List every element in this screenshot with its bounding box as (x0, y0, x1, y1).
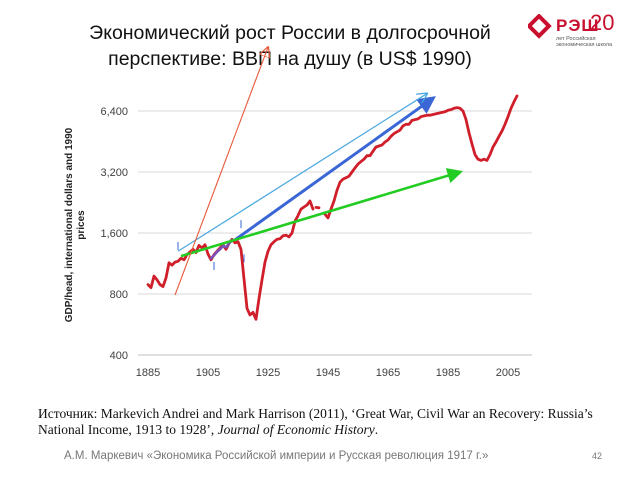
nes-logo-text: РЭШ (556, 16, 600, 35)
axis-layer: 400 800 1,600 3,200 6,400 1885 1905 1925 1945 196… (64, 106, 532, 379)
y-tick-label: 3,200 (100, 167, 128, 179)
page-number: 42 (592, 451, 603, 461)
y-tick-label: 400 (110, 350, 128, 362)
nes-logo-icon (528, 14, 552, 39)
slide-title-line1: Экономический рост России в долгосрочной (89, 22, 491, 44)
footer-text: А.М. Маркевич «Экономика Российской импе… (64, 450, 489, 462)
green-arrow-line (180, 168, 463, 258)
x-tick-label: 2005 (496, 367, 520, 379)
y-tick-label: 1,600 (100, 228, 128, 240)
x-tick-label: 1985 (436, 367, 460, 379)
annotation-layer (174, 47, 463, 296)
y-axis-label: GDP/head, international dollars and 1990 (64, 127, 75, 322)
nes-logo-number: 20 (590, 10, 615, 35)
x-tick-label: 1945 (316, 367, 340, 379)
blue-arrow-line (234, 96, 436, 242)
x-tick-label: 1925 (256, 367, 280, 379)
nes-logo-subtitle: лет Российская экономическая школа (556, 36, 613, 48)
gdp-series-line (146, 199, 315, 321)
light-blue_arrow-line (177, 94, 427, 252)
y-tick-label: 6,400 (100, 106, 128, 118)
highlight-series-line (209, 239, 234, 260)
source-journal: Journal of Economic History (217, 422, 375, 437)
y-tick-label: 800 (110, 289, 128, 301)
series-layer (146, 94, 519, 321)
source-citation: Источник: Markevich Andrei and Mark Harr… (38, 406, 598, 438)
gdp-series-line (323, 94, 519, 220)
source-text: Источник: Markevich Andrei and Mark Harr… (38, 406, 593, 437)
slide-title: Экономический рост России в долгосрочной… (40, 20, 540, 72)
x-tick-label: 1905 (196, 367, 220, 379)
y-axis-label-line2: prices (76, 210, 87, 240)
slide-title-line2: перспективе: ВВП на душу (в US$ 1990) (108, 48, 472, 70)
x-tick-label: 1965 (376, 367, 400, 379)
source-suffix: . (374, 422, 379, 437)
x-tick-label: 1885 (136, 367, 160, 379)
orange-arrow-line (174, 47, 268, 296)
